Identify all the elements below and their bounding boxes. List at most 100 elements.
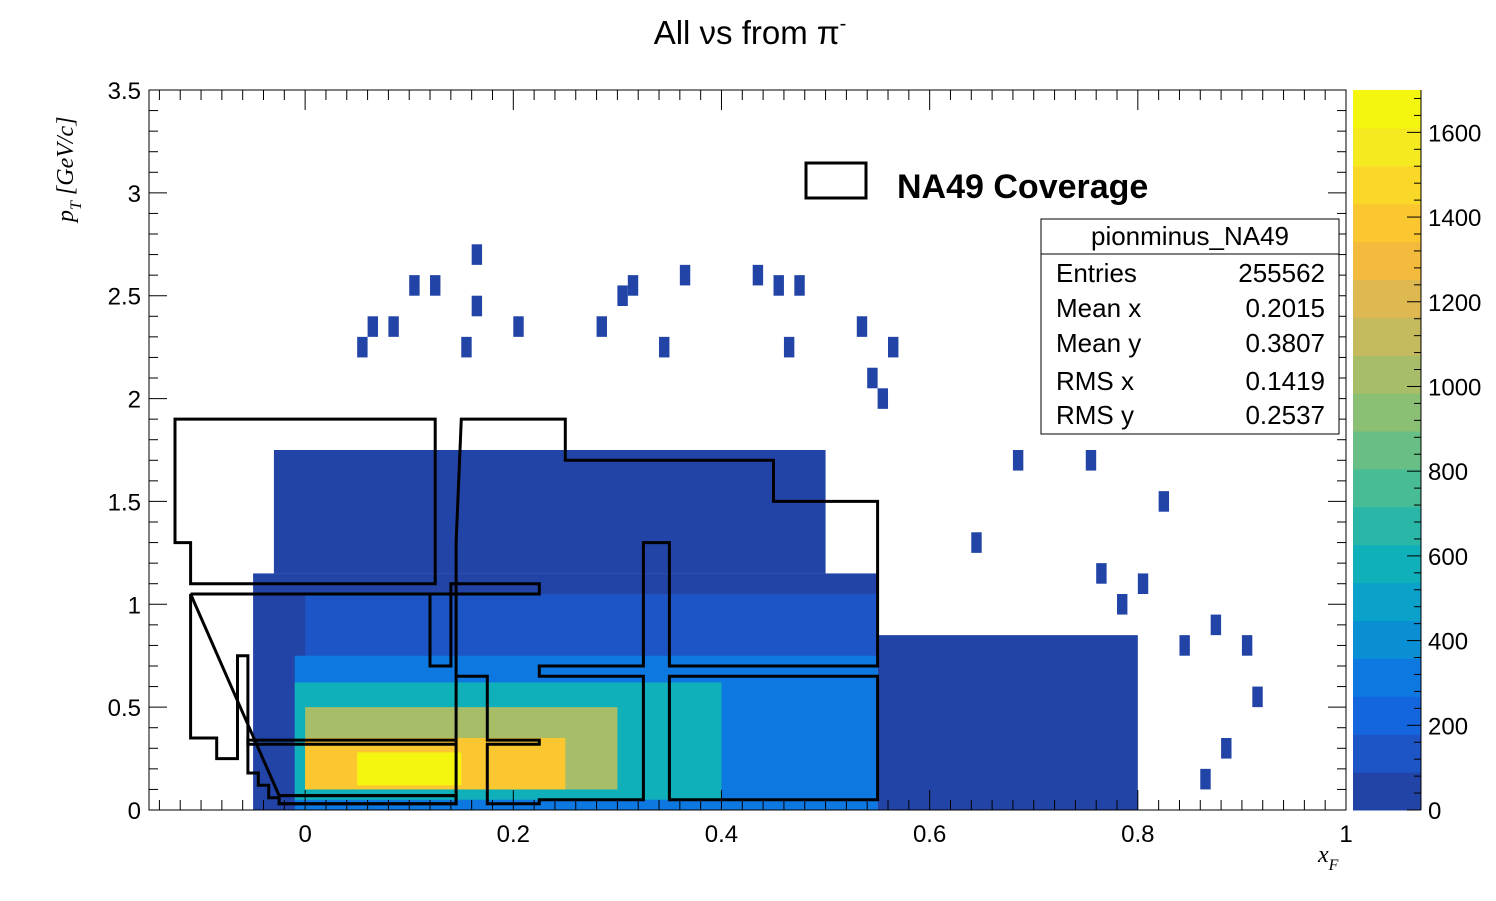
colorbar-segment	[1353, 658, 1421, 697]
colorbar-tick-label: 1400	[1428, 205, 1481, 232]
colorbar-tick-label: 0	[1428, 798, 1441, 825]
heatmap-cell	[1241, 635, 1253, 656]
heatmap-cell	[783, 336, 795, 358]
colorbar-tick-label: 200	[1428, 713, 1468, 740]
heatmap-cell	[471, 244, 483, 265]
stats-label: Mean y	[1056, 328, 1141, 358]
x-tick-label: 0.6	[913, 821, 946, 848]
heatmap-cell	[1210, 614, 1222, 636]
heatmap-cell	[794, 275, 805, 296]
heatmap-cell	[357, 752, 462, 786]
heatmap-cell	[773, 275, 784, 296]
heatmap-cell	[1085, 450, 1097, 471]
heatmap-cell	[596, 316, 607, 337]
heatmap-cell	[659, 336, 670, 358]
legend-entry: NA49 Coverage	[897, 168, 1148, 206]
heatmap-cell	[752, 264, 764, 286]
heatmap-cell	[1054, 779, 1065, 800]
x-tick-label: 1	[1339, 821, 1352, 848]
heatmap-cell	[367, 316, 378, 337]
colorbar-tick-label: 1000	[1428, 374, 1481, 401]
colorbar-segment	[1353, 317, 1421, 356]
heatmap-cell	[617, 285, 628, 306]
heatmap-cell	[1252, 686, 1263, 708]
stats-box: pionminus_NA49 Entries 255562 Mean x 0.2015…	[1040, 218, 1340, 435]
colorbar	[1353, 90, 1421, 811]
heatmap-cell	[1137, 573, 1149, 594]
legend-swatch	[804, 161, 868, 200]
colorbar-segment	[1353, 734, 1421, 773]
heatmap-cell	[971, 532, 982, 553]
colorbar-segment	[1353, 241, 1421, 280]
y-tick-label: 0	[128, 798, 141, 825]
y-tick-label: 0.5	[108, 695, 141, 722]
heatmap-cell	[409, 275, 420, 296]
y-axis-label: pT [GeV/c]	[53, 116, 85, 224]
plot-frame	[148, 89, 1347, 811]
heatmap-cell	[1221, 738, 1232, 759]
x-tick-label: 0	[298, 821, 311, 848]
x-axis-label: xF	[1317, 842, 1339, 874]
x-axis: 0 0.2 0.4 0.6 0.8 1	[158, 90, 1353, 848]
colorbar-tick-label: 600	[1428, 544, 1468, 571]
stats-value: 0.3807	[1245, 328, 1325, 358]
chart-title: All νs from π-	[654, 13, 847, 51]
colorbar-segment	[1353, 127, 1421, 167]
x-tick-label: 0.2	[497, 821, 530, 848]
colorbar-segment	[1353, 772, 1421, 811]
colorbar-tick-label: 800	[1428, 459, 1468, 486]
colorbar-segment	[1353, 506, 1421, 546]
heatmap-cell	[627, 275, 639, 296]
heatmap-cell	[1158, 491, 1170, 512]
colorbar-segment	[1353, 355, 1421, 394]
colorbar-segment	[1353, 468, 1421, 508]
colorbar-tick-label: 400	[1428, 629, 1468, 656]
heatmap-cell	[357, 336, 368, 358]
heatmap-cell	[305, 594, 878, 666]
coverage-polygon	[189, 593, 458, 806]
stats-label: RMS x	[1056, 366, 1134, 396]
colorbar-segment	[1353, 279, 1421, 318]
heatmap-cell	[1096, 563, 1107, 584]
coverage-polygon	[173, 417, 437, 586]
heatmap-cell	[877, 388, 889, 409]
heatmap-cell	[430, 275, 441, 296]
stats-value: 255562	[1238, 258, 1325, 288]
heatmap-cell	[513, 316, 524, 337]
colorbar-tick-label: 1600	[1428, 120, 1481, 147]
heatmap-cell	[856, 316, 868, 337]
y-tick-label: 2	[128, 387, 141, 414]
heatmap-cell	[888, 336, 899, 358]
colorbar-segment	[1353, 544, 1421, 584]
stats-value: 0.2015	[1245, 293, 1325, 323]
heatmap-cell	[1012, 450, 1024, 471]
colorbar-axis: 0 200 400 600 800 1000 1200 1400 1600	[1407, 90, 1481, 825]
colorbar-tick-label: 1200	[1428, 290, 1481, 317]
stats-frame	[1040, 218, 1340, 435]
y-tick-label: 1.5	[108, 489, 141, 516]
legend: NA49 Coverage	[804, 161, 1148, 206]
stats-label: Mean x	[1056, 293, 1141, 323]
y-axis: 0 0.5 1 1.5 2 2.5 3 3.5	[108, 78, 1346, 825]
heatmap-cell	[1179, 635, 1190, 656]
colorbar-segment	[1353, 696, 1421, 735]
heatmap-cell	[273, 450, 826, 574]
colorbar-segment	[1353, 203, 1421, 243]
stats-value: 0.1419	[1245, 366, 1325, 396]
coverage-polygon	[190, 582, 541, 668]
colorbar-segment	[1353, 393, 1421, 432]
colorbar-segment	[1353, 165, 1421, 205]
y-tick-label: 3.5	[108, 78, 141, 105]
x-tick-label: 0.8	[1121, 821, 1154, 848]
heatmap-cell	[877, 635, 1138, 810]
heatmap-cell	[388, 316, 399, 337]
heatmap-cell	[679, 264, 691, 286]
heatmap-cell	[1200, 768, 1211, 790]
colorbar-segment	[1353, 620, 1421, 659]
colorbar-segment	[1353, 90, 1421, 129]
y-tick-label: 1	[128, 592, 141, 619]
y-tick-label: 3	[128, 181, 141, 208]
x-tick-label: 0.4	[705, 821, 738, 848]
colorbar-segment	[1353, 582, 1421, 622]
